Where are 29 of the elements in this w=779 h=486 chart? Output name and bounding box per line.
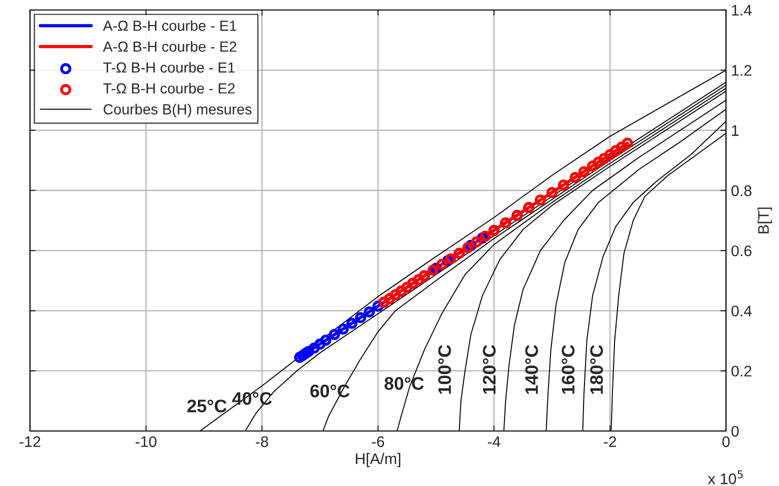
legend-label: Courbes B(H) mesures [104, 104, 252, 118]
legend-label: A-Ω B-H courbe - E2 [102, 41, 236, 52]
y-tick-label: 0.4 [731, 306, 752, 316]
x-tick-label: -10 [136, 436, 156, 448]
annotation: 180°C [590, 345, 603, 394]
annotation: 25°C [187, 400, 227, 412]
x-tick-label: -6 [372, 436, 384, 448]
y-tick-label: 1 [732, 125, 739, 136]
text: x 10$^{5}$ [708, 470, 743, 484]
x-tick-label: 0 [722, 436, 730, 448]
annotation: 140°C [525, 345, 538, 394]
x-tick-label: -2 [604, 436, 616, 447]
y-tick-label: 1.4 [732, 5, 752, 16]
x-axis-title: H[A/m] [356, 452, 400, 468]
annotation: 120°C [482, 345, 496, 394]
annotation: 160°C [562, 345, 575, 394]
y-tick-label: 0.2 [731, 366, 752, 377]
x-tick-label: -8 [256, 436, 268, 448]
x-tick-label: -4 [488, 436, 500, 447]
annotation: 100°C [438, 345, 451, 394]
legend-label: T-Ω B-H courbe - E2 [103, 82, 235, 94]
y-tick-label: 0.8 [731, 185, 752, 196]
y-axis-title: B[T] [758, 208, 772, 234]
x-tick-label: -12 [20, 436, 40, 447]
y-tick-label: 0 [731, 426, 739, 437]
y-tick-label: 1.2 [732, 65, 752, 76]
legend-label: A-Ω B-H courbe - E1 [102, 20, 236, 31]
legend-label: T-Ω B-H courbe - E1 [103, 62, 235, 73]
y-tick-label: 0.6 [731, 245, 752, 256]
